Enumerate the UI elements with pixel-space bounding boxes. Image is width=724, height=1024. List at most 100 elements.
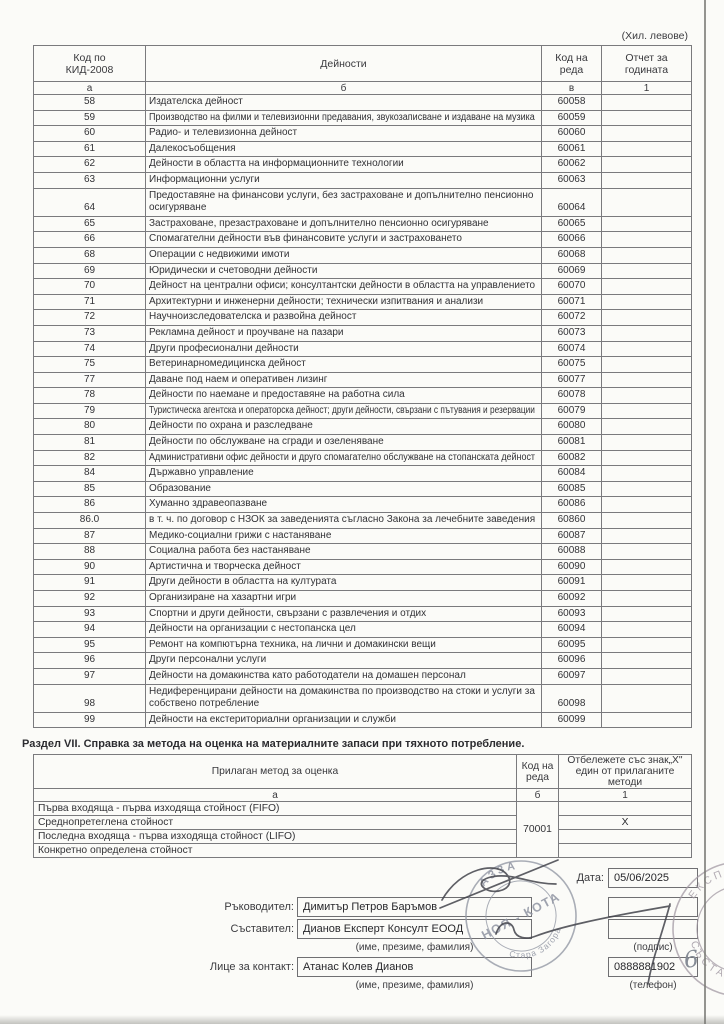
date-label: Дата:	[576, 872, 604, 885]
row-code: 60075	[557, 358, 586, 370]
activity-name: Дейности на домакинства като работодател…	[149, 669, 466, 681]
row-code: 60086	[557, 498, 586, 510]
phone-note: (телефон)	[629, 980, 677, 992]
activity-code: 72	[83, 311, 96, 323]
activity-name-cell: Спомагателни дейности във финансовите ус…	[145, 231, 542, 248]
activity-code: 94	[83, 623, 96, 635]
report-value-cell	[601, 215, 692, 233]
row-code-cell: 60087	[541, 527, 602, 545]
contact-box: Атанас Колев Дианов	[297, 957, 532, 978]
activity-code: 87	[83, 529, 96, 541]
activity-code-cell: 95	[33, 636, 146, 654]
col-header-activities: Дейности	[145, 45, 542, 82]
row-code-cell: 60081	[541, 434, 602, 451]
row-code: 60063	[557, 173, 586, 185]
activity-row: 88 Социална работа без настаняване 60088	[33, 543, 692, 560]
unit-note: (Хил. левове)	[621, 30, 688, 42]
row-code: 60073	[557, 326, 586, 338]
activity-code: 86	[83, 498, 96, 510]
report-value-cell	[601, 309, 692, 326]
activity-row: 58 Издателска дейност 60058	[33, 94, 692, 111]
activity-row: 63 Информационни услуги 60063	[33, 171, 692, 189]
col-header-s7-row-code: Код на реда	[516, 754, 559, 790]
activity-code-cell: 87	[33, 527, 146, 545]
activity-code-cell: 92	[33, 590, 146, 607]
row-code-cell: 60091	[541, 574, 602, 591]
valuation-method-table: Прилаган метод за оценка Код на реда Отб…	[33, 754, 692, 859]
activity-code-cell: 62	[33, 156, 146, 173]
activity-row: 70 Дейност на централни офиси; консултан…	[33, 278, 692, 295]
row-code: 60860	[557, 514, 586, 526]
method-label-lifo: Последна входяща - първа изходяща стойно…	[33, 829, 517, 845]
method-label-weighted-average: Среднопретеглена стойност	[33, 815, 517, 831]
activity-code: 75	[83, 358, 96, 370]
svg-text:АЗЗА: АЗЗА	[475, 856, 521, 891]
row-code: 60097	[557, 669, 586, 681]
activity-name: Дейности по обслужване на сгради и озеле…	[149, 436, 384, 448]
row-code: 60068	[557, 248, 586, 260]
row-code: 60092	[557, 592, 586, 603]
row-code-cell: 60099	[541, 711, 602, 729]
row-code-cell: 60058	[541, 94, 602, 111]
activity-row: 86 Хуманно здравеопазване 60086	[33, 496, 692, 514]
activity-name: Административни офис дейности и друго сп…	[149, 451, 536, 463]
report-value-cell	[601, 246, 692, 264]
activity-row: 59 Производство на филми и телевизионни …	[33, 109, 692, 127]
manager-label: Ръководител:	[224, 901, 294, 914]
activity-name: Артистична и творческа дейност	[149, 560, 301, 572]
activity-name-cell: Организиране на хазартни игри	[145, 590, 542, 607]
activity-code-cell: 80	[33, 418, 146, 436]
signature-box-1	[608, 897, 698, 918]
row-code: 60070	[557, 280, 586, 292]
row-code-cell: 60072	[541, 309, 602, 326]
activity-code-cell: 97	[33, 667, 146, 685]
activity-row: 91 Други дейности в областта на културат…	[33, 574, 692, 591]
report-value-cell	[601, 231, 692, 248]
activity-name-cell: Държавно управление	[145, 465, 542, 482]
col-header-row-code: Код на реда	[541, 45, 602, 82]
activity-code-cell: 63	[33, 171, 146, 189]
activity-code-cell: 69	[33, 262, 146, 280]
row-code: 60095	[557, 638, 586, 650]
report-value-cell	[601, 387, 692, 404]
activity-code-cell: 93	[33, 605, 146, 623]
activity-name: Предоставяне на финансови услуги, без за…	[149, 189, 534, 214]
row-code: 60077	[557, 373, 586, 385]
row-code-cell: 60086	[541, 496, 602, 514]
activity-name: Ремонт на компютърна техника, на лични и…	[149, 638, 436, 650]
activity-row: 99 Дейности на екстериториални организац…	[33, 711, 692, 729]
method-row: Първа входяща - първа изходяща стойност …	[33, 801, 692, 859]
row-code: 60098	[557, 698, 586, 710]
row-code: 60096	[557, 654, 586, 666]
activity-name: Научноизследователска и развойна дейност	[149, 311, 357, 323]
report-value-cell	[601, 262, 692, 280]
activity-name: Дейности по охрана и разследване	[149, 420, 313, 432]
subheader-v: в	[541, 81, 602, 95]
activity-name-cell: Операции с недвижими имоти	[145, 246, 542, 264]
row-code-cell: 60860	[541, 512, 602, 529]
activity-row: 82 Административни офис дейности и друго…	[33, 449, 692, 467]
activity-code-cell: 72	[33, 309, 146, 326]
subheader-a: а	[33, 81, 146, 95]
activity-name-cell: Далекосъобщения	[145, 140, 542, 158]
activity-name-cell: Социална работа без настаняване	[145, 543, 542, 560]
report-value-cell	[601, 636, 692, 654]
activity-row: 61 Далекосъобщения 60061	[33, 140, 692, 158]
row-code-cell: 60059	[541, 109, 602, 127]
report-value-cell	[601, 125, 692, 142]
activity-code-cell: 99	[33, 711, 146, 729]
activity-name: Издателска дейност	[149, 96, 243, 107]
activity-code: 69	[83, 264, 96, 276]
report-value-cell	[601, 683, 692, 713]
row-code: 60090	[557, 560, 586, 572]
activities-table: Код по КИД-2008 Дейности Код на реда Отч…	[33, 45, 692, 729]
row-code-cell: 60065	[541, 215, 602, 233]
date-box: 05/06/2025	[608, 868, 698, 889]
activity-row: 95 Ремонт на компютърна техника, на личн…	[33, 636, 692, 654]
method-label-specific: Конкретно определена стойност	[33, 843, 517, 859]
date-value: 05/06/2025	[614, 872, 670, 885]
report-value-cell	[601, 340, 692, 358]
scan-bottom-shadow	[0, 1015, 724, 1024]
activity-code: 96	[83, 654, 96, 666]
row-code: 60085	[557, 482, 586, 494]
